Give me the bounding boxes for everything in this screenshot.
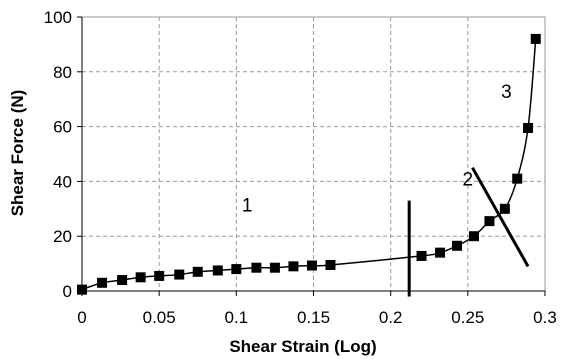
- axes: [77, 16, 546, 296]
- region-dividers: [407, 166, 530, 297]
- x-tick-label-2: 0.1: [225, 308, 249, 327]
- data-point-19: [499, 203, 510, 214]
- region-divider-2: [471, 166, 530, 268]
- data-point-16: [452, 240, 463, 251]
- y-tick-label-5: 100: [44, 8, 72, 27]
- data-point-3: [135, 272, 146, 283]
- region-label-2: 2: [463, 170, 474, 191]
- data-point-18: [484, 216, 495, 227]
- x-tick-label-0: 0: [77, 308, 86, 327]
- y-tick-label-1: 20: [53, 227, 72, 246]
- data-point-2: [117, 275, 128, 286]
- x-tick-label-1: 0.05: [143, 308, 176, 327]
- data-point-8: [231, 264, 242, 275]
- data-point-1: [97, 277, 108, 288]
- x-tick-labels: 0 0.05 0.1 0.15 0.2 0.25 0.3: [77, 308, 557, 327]
- y-tick-label-2: 40: [53, 172, 72, 191]
- data-point-0: [77, 284, 87, 295]
- region-label-3: 3: [501, 82, 512, 103]
- data-point-22: [530, 33, 541, 44]
- data-point-15: [435, 247, 446, 258]
- data-point-6: [192, 266, 203, 277]
- data-point-17: [469, 231, 480, 242]
- grid: [82, 17, 545, 291]
- region-label-1: 1: [242, 196, 253, 217]
- data-point-7: [212, 265, 223, 276]
- x-tick-label-5: 0.25: [451, 308, 484, 327]
- data-point-4: [154, 270, 165, 281]
- y-tick-label-3: 60: [53, 118, 72, 137]
- data-points: [77, 33, 541, 295]
- region-labels: 1 2 3: [242, 82, 512, 217]
- y-tick-labels: 0 20 40 60 80 100: [44, 8, 72, 301]
- data-point-9: [251, 262, 262, 273]
- x-tick-label-6: 0.3: [533, 308, 557, 327]
- x-tick-label-3: 0.15: [297, 308, 330, 327]
- data-point-13: [325, 259, 336, 270]
- data-point-21: [523, 122, 534, 133]
- y-tick-label-4: 80: [53, 63, 72, 82]
- y-tick-label-0: 0: [63, 282, 72, 301]
- y-axis-label: Shear Force (N): [8, 90, 27, 217]
- data-point-20: [512, 173, 523, 184]
- data-point-12: [306, 260, 317, 271]
- data-point-5: [174, 269, 185, 280]
- data-point-14: [416, 250, 427, 261]
- data-point-10: [269, 262, 280, 273]
- x-tick-label-4: 0.2: [379, 308, 403, 327]
- x-axis-label: Shear Strain (Log): [229, 337, 376, 356]
- data-point-11: [288, 261, 299, 272]
